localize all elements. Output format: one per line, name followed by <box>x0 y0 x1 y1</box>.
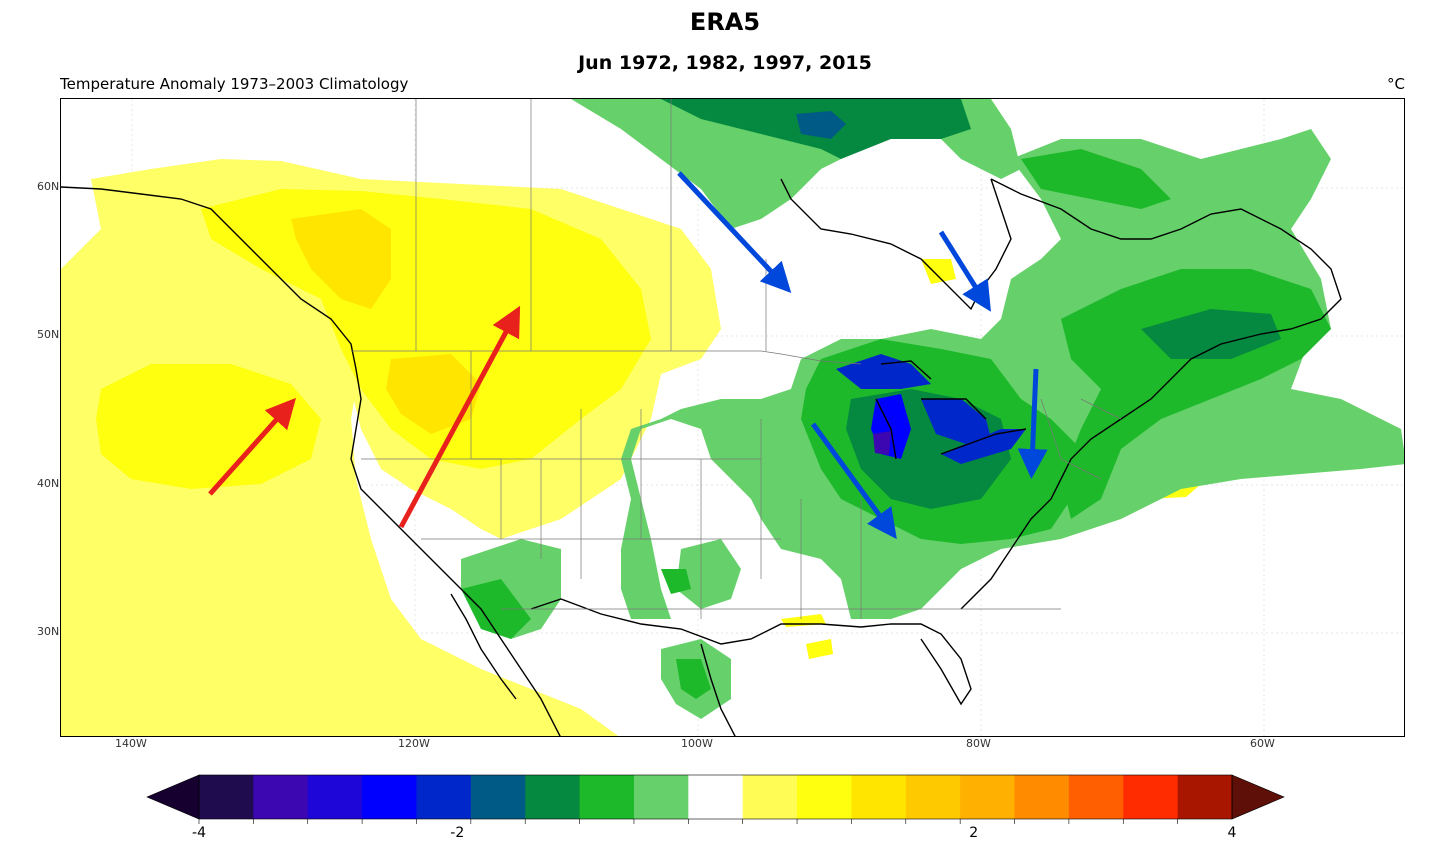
blue-arrow-canada-icon <box>677 171 792 293</box>
annotation-arrows <box>208 171 1048 540</box>
colorbar-cell <box>253 775 309 819</box>
colorbar-max-extend <box>1231 774 1285 820</box>
colorbar-cell <box>199 775 254 819</box>
colorbar-frame <box>198 774 1233 820</box>
lat-tick-50n: 50N <box>37 328 60 341</box>
blue-arrow-east-icon <box>1017 368 1048 479</box>
map-canvas <box>61 99 1404 736</box>
colorbar-label: -2 <box>450 825 465 841</box>
lat-tick-40n: 40N <box>37 477 60 490</box>
colorbar-cell <box>362 775 417 819</box>
colorbar-cell <box>525 775 581 819</box>
colorbar-cell <box>905 775 961 819</box>
map-title: ERA5 <box>689 8 761 36</box>
colorbar-cell <box>1123 775 1179 819</box>
lon-tick-80w: 80W <box>966 737 991 750</box>
colorbar-cell <box>960 775 1016 819</box>
coastline <box>61 178 1342 736</box>
colorbar-min-extend <box>146 774 200 820</box>
colorbar-label: 4 <box>1227 825 1237 841</box>
colorbar-cell <box>307 775 363 819</box>
colorbar-cell <box>633 775 689 819</box>
variable-label: Temperature Anomaly 1973–2003 Climatolog… <box>60 75 409 93</box>
warm-anomaly-region <box>61 159 1201 736</box>
colorbar-cell <box>688 775 744 819</box>
blue-arrow-hudson-icon <box>938 230 991 312</box>
anomaly-map <box>60 98 1405 737</box>
cold-anomaly-region <box>461 99 1404 719</box>
lon-tick-140w: 140W <box>115 737 147 750</box>
colorbar-cell <box>1177 775 1233 819</box>
colorbar-label: -4 <box>192 825 206 841</box>
lat-tick-60n: 60N <box>37 180 60 193</box>
lon-tick-60w: 60W <box>1250 737 1275 750</box>
blue-arrow-midwest-icon <box>810 422 897 540</box>
borders <box>351 99 1122 619</box>
lat-tick-30n: 30N <box>37 625 60 638</box>
colorbar-cell <box>742 775 798 819</box>
map-subtitle: Jun 1972, 1982, 1997, 2015 <box>578 52 872 74</box>
colorbar-cell <box>470 775 526 819</box>
colorbar-cell <box>416 775 472 819</box>
colorbar-label: 2 <box>969 825 979 841</box>
colorbar-cell <box>1014 775 1070 819</box>
lon-tick-120w: 120W <box>398 737 430 750</box>
colorbar-cell <box>1068 775 1124 819</box>
red-arrow-pacific-icon <box>208 397 296 496</box>
colorbar-cell <box>797 775 852 819</box>
unit-label: °C <box>1387 75 1405 93</box>
colorbar-cell <box>579 775 635 819</box>
lon-tick-100w: 100W <box>681 737 713 750</box>
red-arrow-west-icon <box>398 305 521 529</box>
colorbar-cell <box>851 775 907 819</box>
